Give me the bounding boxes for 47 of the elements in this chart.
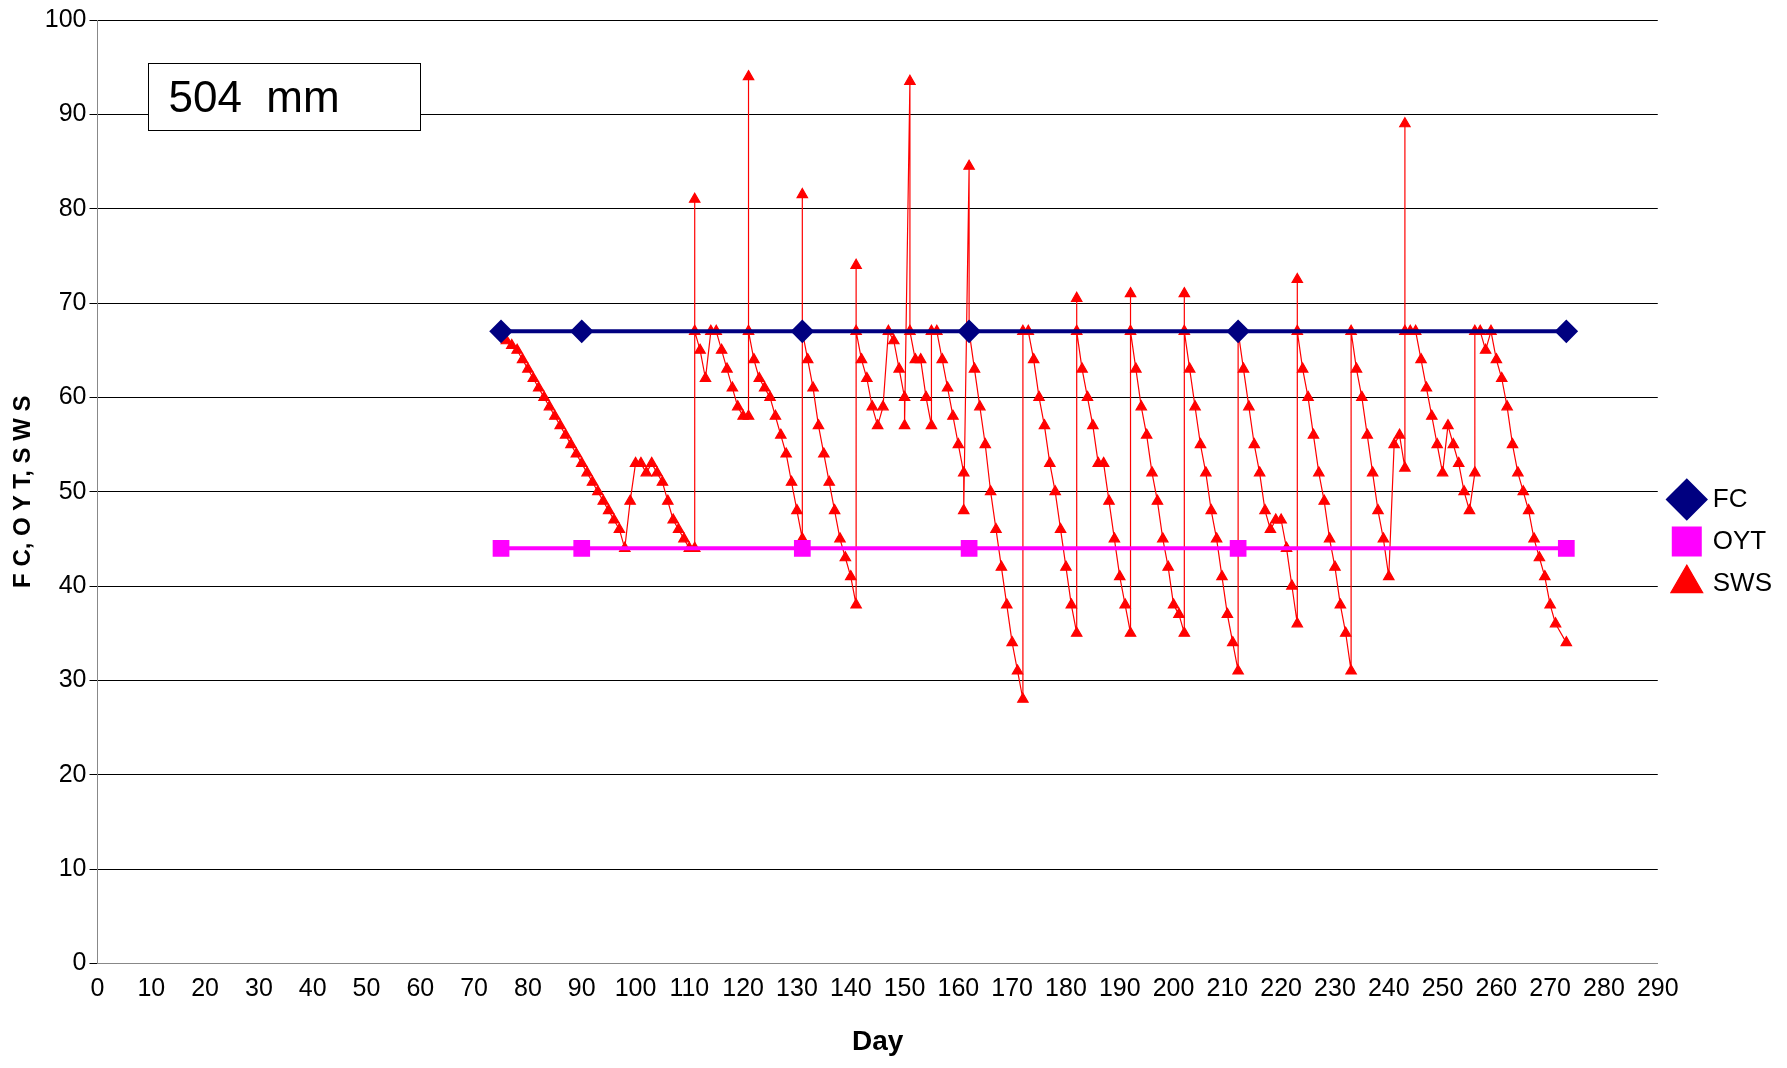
y-tick-label: 50 [58, 475, 87, 504]
x-tick-label: 10 [137, 973, 166, 1002]
x-tick-label: 210 [1206, 973, 1249, 1002]
x-tick-label: 280 [1583, 973, 1625, 1002]
x-tick-label: 110 [669, 973, 710, 1002]
x-tick-label: 140 [829, 973, 872, 1002]
x-tick-label: 60 [406, 973, 435, 1002]
x-tick-label: 100 [614, 973, 657, 1002]
legend-label: FC [1712, 482, 1748, 513]
y-tick-label: 10 [58, 852, 87, 881]
x-tick-label: 260 [1475, 973, 1518, 1002]
x-tick-label: 240 [1367, 973, 1410, 1002]
x-tick-label: 230 [1314, 973, 1356, 1002]
x-tick-label: 180 [1045, 973, 1087, 1002]
x-tick-label: 20 [191, 973, 220, 1002]
y-tick-label: 90 [58, 98, 87, 127]
y-tick-label: 100 [44, 3, 87, 32]
x-axis-title: Day [851, 1024, 904, 1056]
y-tick-label: 80 [58, 192, 87, 221]
x-tick-label: 90 [567, 973, 596, 1002]
x-tick-label: 190 [1098, 973, 1141, 1002]
x-tick-label: 200 [1152, 973, 1195, 1002]
x-tick-label: 50 [352, 973, 381, 1002]
y-tick-label: 0 [72, 947, 87, 976]
x-tick-label: 290 [1636, 973, 1679, 1002]
x-tick-label: 70 [460, 973, 489, 1002]
x-tick-label: 30 [245, 973, 273, 1002]
x-tick-label: 40 [298, 973, 327, 1002]
x-tick-label: 130 [776, 973, 818, 1002]
y-axis-title: F C, O Y T, S W S [8, 395, 36, 588]
x-tick-label: 160 [937, 973, 980, 1002]
x-tick-label: 220 [1260, 973, 1303, 1002]
annotation: 504 mm [147, 63, 421, 131]
x-tick-label: 120 [722, 973, 764, 1002]
x-tick-label: 0 [90, 973, 105, 1002]
y-tick-label: 40 [58, 569, 87, 598]
x-tick-label: 170 [991, 973, 1034, 1002]
y-tick-label: 20 [58, 758, 87, 787]
x-tick-label: 80 [514, 973, 542, 1002]
x-tick-label: 150 [883, 973, 926, 1002]
y-tick-label: 30 [58, 664, 87, 693]
legend-label: SWS [1712, 566, 1773, 597]
x-tick-label: 270 [1529, 973, 1572, 1002]
y-tick-label: 60 [58, 381, 87, 410]
x-tick-label: 250 [1421, 973, 1464, 1002]
y-tick-label: 70 [58, 286, 87, 315]
legend-label: OYT [1712, 524, 1767, 555]
